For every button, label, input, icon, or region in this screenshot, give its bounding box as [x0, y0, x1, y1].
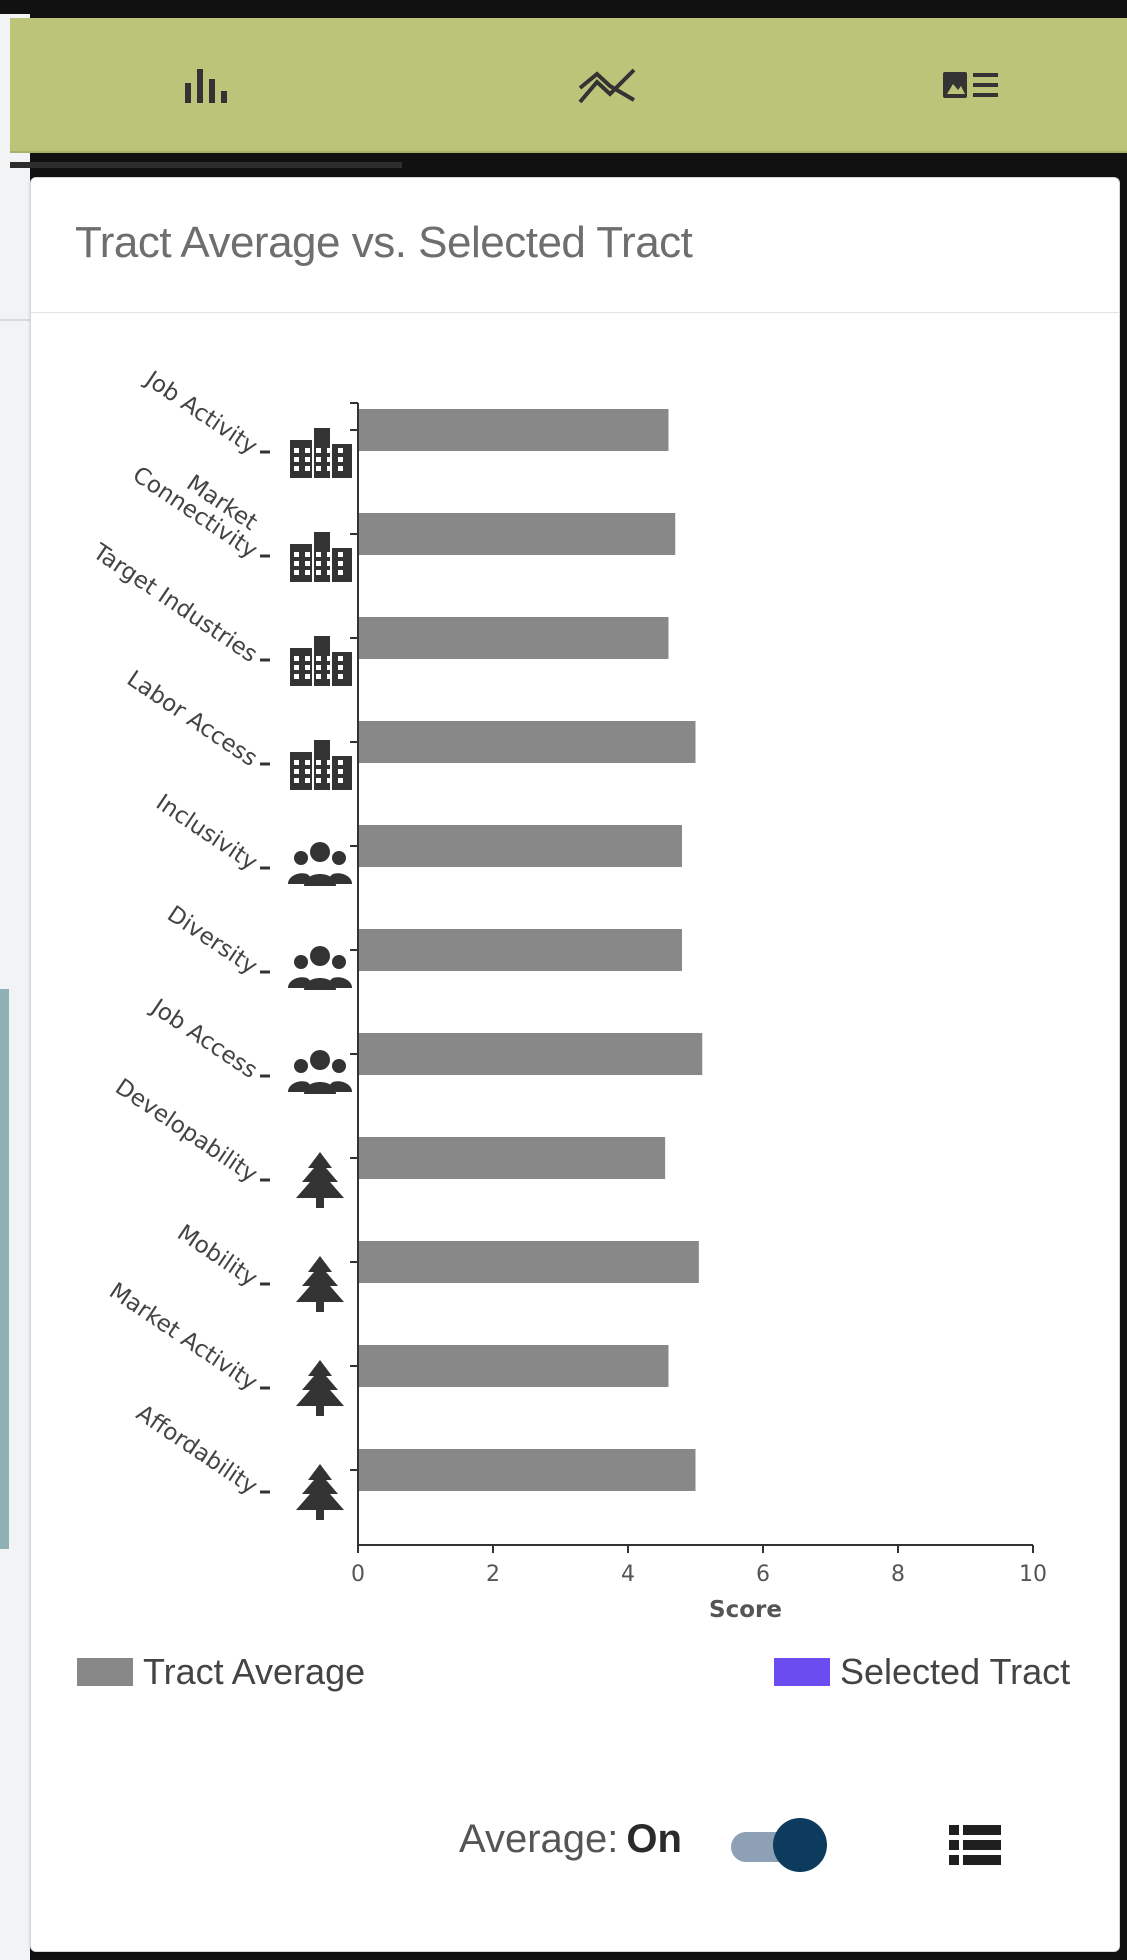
bar-tract-average — [359, 721, 696, 763]
factory-icon — [290, 532, 352, 582]
x-tick-label: 6 — [756, 1562, 770, 1587]
legend-swatch-tract-average — [77, 1658, 133, 1686]
tree-icon — [296, 1360, 344, 1416]
tree-icon — [296, 1256, 344, 1312]
average-toggle-switch[interactable] — [731, 1818, 827, 1874]
average-toggle-label: Average: On — [459, 1817, 682, 1862]
bar-tract-average — [359, 409, 669, 451]
factory-icon — [290, 428, 352, 478]
tab-bar-chart[interactable] — [10, 18, 402, 151]
people-icon — [288, 946, 352, 990]
trend-icon — [578, 68, 636, 103]
average-state: On — [626, 1817, 682, 1861]
y-category-label: Target Industries — [87, 538, 262, 667]
left-sidebar-edge — [0, 14, 30, 1960]
people-icon — [288, 1050, 352, 1094]
bar-tract-average — [359, 1345, 669, 1387]
x-axis-title: Score — [709, 1597, 782, 1623]
card-title: Tract Average vs. Selected Tract — [75, 218, 693, 267]
x-tick-label: 4 — [621, 1562, 635, 1587]
tree-icon — [296, 1152, 344, 1208]
legend-label-tract-average: Tract Average — [143, 1651, 366, 1692]
legend-label-selected-tract: Selected Tract — [840, 1651, 1071, 1692]
y-category-label: Market Activity — [104, 1278, 261, 1396]
tab-image-list[interactable] — [814, 18, 1127, 151]
legend-item-selected-tract[interactable]: Selected Tract — [774, 1651, 1070, 1693]
tab-bar — [10, 18, 1127, 168]
x-tick-label: 8 — [891, 1562, 905, 1587]
bar-tract-average — [359, 929, 682, 971]
bar-tract-average — [359, 617, 669, 659]
factory-icon — [290, 740, 352, 790]
factory-icon — [290, 636, 352, 686]
card-header-divider — [31, 312, 1119, 313]
list-view-button[interactable] — [949, 1823, 1001, 1869]
bar-tract-average — [359, 1449, 696, 1491]
x-tick-label: 0 — [351, 1562, 365, 1587]
bar-tract-average — [359, 513, 676, 555]
x-tick-label: 10 — [1019, 1562, 1047, 1587]
sidebar-map-strip — [0, 989, 9, 1549]
y-category-label: Diversity — [162, 901, 261, 980]
active-tab-indicator — [10, 162, 402, 168]
bar-chart-icon — [185, 68, 227, 103]
people-icon — [288, 842, 352, 886]
legend-swatch-selected-tract — [774, 1658, 830, 1686]
y-category-label: Inclusivity — [151, 790, 262, 876]
toggle-knob — [773, 1818, 827, 1872]
sidebar-divider — [0, 319, 30, 321]
y-category-label: Job Access — [145, 993, 262, 1084]
bar-tract-average — [359, 1241, 699, 1283]
top-strip — [0, 0, 1127, 14]
y-category-label: Developability — [110, 1074, 261, 1188]
y-category-label: Mobility — [172, 1220, 261, 1292]
list-icon — [949, 1825, 1001, 1865]
legend-item-tract-average[interactable]: Tract Average — [77, 1651, 365, 1693]
tree-icon — [296, 1464, 344, 1520]
bar-tract-average — [359, 1033, 703, 1075]
y-category-label: Job Activity — [139, 365, 262, 460]
y-category-label: Affordability — [131, 1400, 261, 1500]
image-list-icon — [942, 71, 998, 98]
y-category-label: Labor Access — [122, 666, 262, 772]
bar-tract-average — [359, 825, 682, 867]
average-label: Average: — [459, 1817, 619, 1861]
tab-trend[interactable] — [402, 18, 814, 151]
bar-tract-average — [359, 1137, 666, 1179]
x-tick-label: 2 — [486, 1562, 500, 1587]
